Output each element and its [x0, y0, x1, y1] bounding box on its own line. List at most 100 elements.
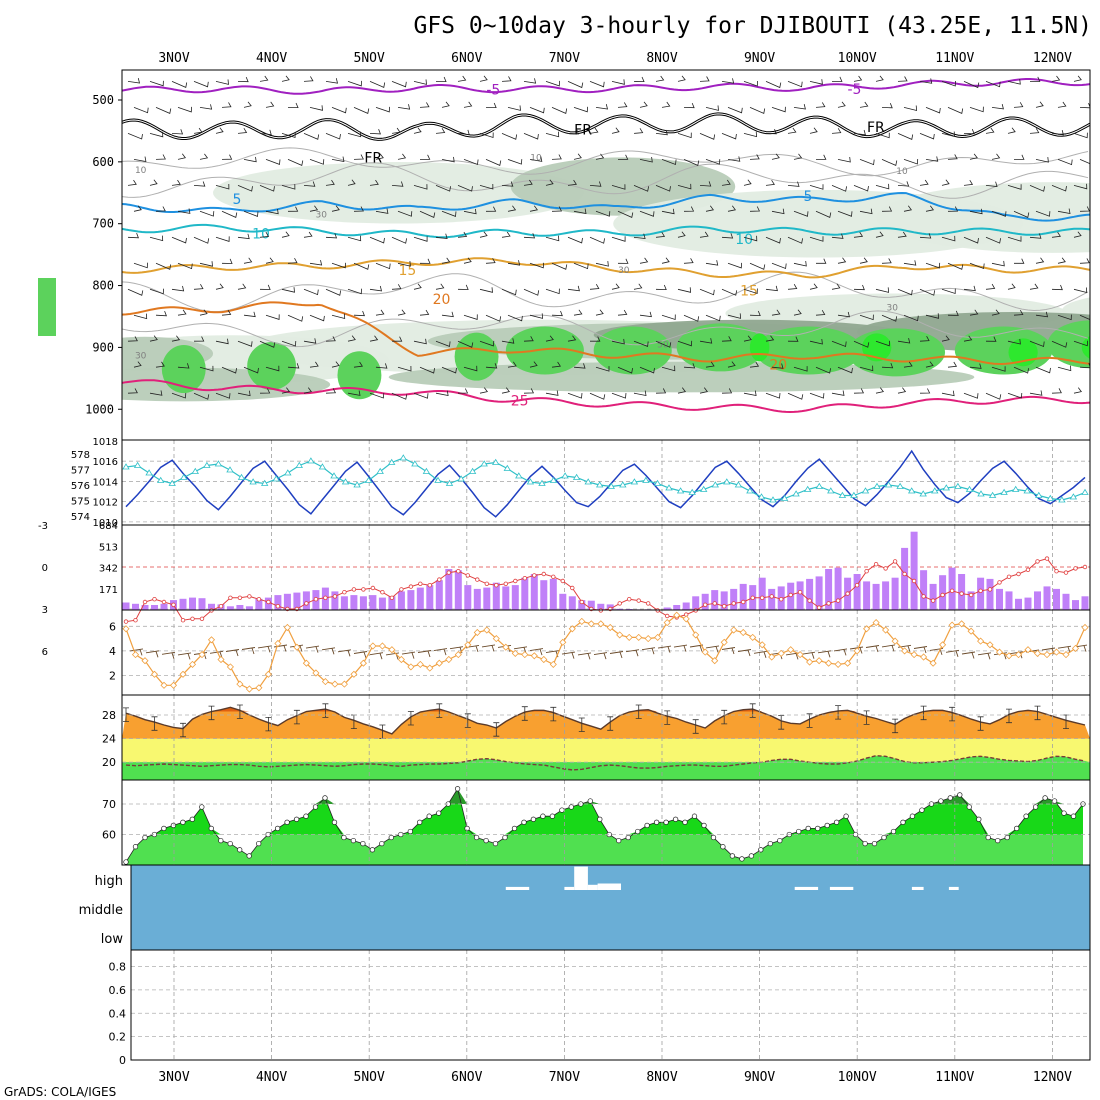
- lifted-index-marker: [408, 584, 414, 589]
- wind-barb: [413, 236, 428, 242]
- wind-barb: [705, 159, 721, 165]
- rh2m-marker: [436, 810, 442, 816]
- cloud-high-block: [505, 886, 530, 890]
- cape-bar: [502, 586, 510, 610]
- wind-barb: [881, 314, 898, 322]
- thickness-marker: [399, 454, 408, 461]
- wind-barb: [765, 335, 775, 342]
- cape-bar: [692, 596, 700, 610]
- cape-bar: [673, 605, 681, 610]
- thickness-tick-label: 576: [71, 481, 90, 492]
- wind-barb: [551, 154, 562, 160]
- cape-bar: [530, 574, 538, 610]
- wind-speed-marker: [1024, 646, 1032, 654]
- cloud-high-block: [794, 886, 819, 890]
- wind-barb-10m: [977, 652, 992, 660]
- wind-barb: [1057, 365, 1072, 372]
- wind-barb: [655, 129, 668, 136]
- wind-speed-marker: [1014, 651, 1023, 659]
- wind-barb: [259, 75, 269, 82]
- rh2m-marker: [284, 819, 290, 825]
- wind-barb: [171, 179, 181, 186]
- wind-barb: [881, 258, 892, 264]
- thickness-marker: [780, 494, 789, 501]
- wind-speed-marker: [616, 631, 624, 639]
- thickness-marker: [919, 490, 927, 497]
- thickness-marker: [295, 461, 304, 468]
- top-date-label: 6NOV: [451, 51, 482, 66]
- wind-barb-10m: [561, 651, 576, 659]
- thickness-marker: [595, 481, 604, 488]
- wind-barb: [375, 208, 389, 214]
- wind-speed-marker: [369, 642, 377, 650]
- thickness-tick-label: 578: [71, 450, 90, 461]
- wind-barb: [193, 336, 205, 342]
- bottom-date-label: 10NOV: [838, 1070, 877, 1085]
- wind-barb: [743, 235, 758, 242]
- wind-barb: [661, 314, 676, 321]
- wind-barb: [215, 283, 224, 290]
- wind-speed-marker: [929, 659, 937, 667]
- wind-barb-10m: [145, 650, 160, 658]
- wind-barb: [221, 258, 233, 264]
- rh2m-marker: [862, 840, 868, 847]
- lifted-index-marker: [807, 598, 812, 603]
- wind-barb: [419, 154, 431, 160]
- wind-speed-marker: [521, 651, 529, 659]
- lifted-index-marker: [997, 580, 1002, 585]
- wind-barb: [149, 131, 164, 138]
- wind-barb-10m: [609, 651, 624, 659]
- thickness-marker: [931, 487, 939, 494]
- cape-bar: [663, 607, 671, 610]
- lifted-index-marker: [313, 597, 319, 602]
- isotherm-label: FR: [574, 123, 592, 139]
- wind-barb: [347, 335, 356, 342]
- cape-tick-label: 171: [99, 585, 118, 596]
- wind-barb: [397, 153, 407, 160]
- rh2m-marker: [492, 840, 499, 847]
- wind-speed-marker: [378, 642, 386, 650]
- thickness-marker: [688, 488, 696, 495]
- wind-barb: [969, 153, 978, 160]
- thickness-marker: [1058, 496, 1066, 503]
- wind-barb: [1079, 159, 1090, 165]
- minmax-errorbar: [521, 706, 528, 721]
- rh2m-marker: [218, 837, 224, 844]
- minmax-errorbar: [208, 705, 215, 721]
- wind-speed-marker: [293, 643, 301, 651]
- wind-barb: [771, 106, 786, 113]
- wind-barb: [567, 335, 577, 342]
- wind-barb: [875, 340, 890, 347]
- wind-barb: [375, 309, 385, 316]
- rh2m-marker: [303, 813, 309, 819]
- thickness-marker: [561, 472, 569, 479]
- wind-barb: [463, 208, 477, 215]
- wind-barb: [237, 283, 247, 290]
- wind-speed-marker: [796, 651, 804, 659]
- minmax-errorbar: [493, 722, 500, 737]
- wind-barb: [1051, 130, 1064, 136]
- wind-barb: [221, 366, 237, 374]
- wind-barb: [875, 183, 890, 190]
- thickness-marker: [168, 479, 176, 486]
- wind-barb: [485, 102, 497, 109]
- wind-barb: [325, 233, 338, 239]
- thickness-marker: [815, 482, 824, 489]
- cape-bar: [559, 593, 567, 610]
- wind-barb: [903, 105, 918, 112]
- cape-bar: [882, 581, 890, 610]
- minmax-errorbar: [236, 704, 243, 719]
- wind-barb: [215, 338, 229, 345]
- wind-barb: [463, 101, 473, 108]
- wind-barb: [347, 235, 362, 242]
- wind-speed-marker: [435, 659, 443, 667]
- wind-barb: [859, 208, 873, 215]
- thickness-marker: [203, 461, 211, 468]
- wind-barb: [501, 387, 510, 394]
- wind-barb: [215, 236, 230, 242]
- minmax-errorbar: [180, 722, 186, 738]
- cloud-high-block: [948, 886, 959, 890]
- wind-barb: [947, 107, 964, 114]
- rh2m-marker: [417, 819, 423, 825]
- thickness-marker: [630, 478, 639, 485]
